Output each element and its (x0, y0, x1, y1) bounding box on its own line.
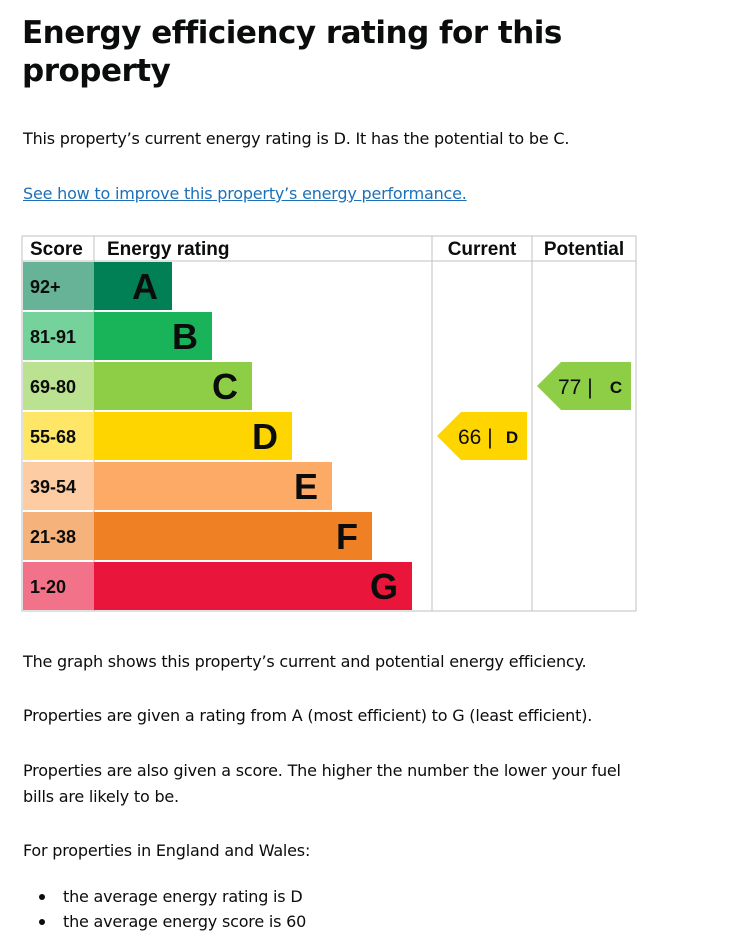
rating-description: Properties are given a rating from A (mo… (23, 706, 593, 725)
score-cell-a (23, 262, 94, 310)
potential-score-label: 77 | (558, 376, 593, 399)
rating-bar-d (94, 412, 292, 460)
energy-rating-chart: Score Energy rating Current Potential 92+ A 81… (21, 235, 637, 612)
score-label-c: 69-80 (30, 377, 76, 397)
rating-bar-c (94, 362, 252, 410)
score-cell-e (23, 462, 94, 510)
page-title: Energy efficiency rating for this proper… (22, 15, 562, 89)
current-rating-label: D (506, 428, 518, 447)
list-item: the average energy rating is D (23, 884, 306, 909)
header-potential: Potential (544, 239, 624, 260)
improve-performance-link[interactable]: See how to improve this property’s energ… (23, 184, 467, 203)
potential-arrow (537, 362, 631, 410)
score-label-g: 1-20 (30, 577, 66, 597)
rating-bar-a (94, 262, 172, 310)
score-description-line-2: bills are likely to be. (23, 787, 179, 806)
summary-text: This property’s current energy rating is… (23, 129, 570, 148)
header-current: Current (448, 239, 517, 260)
score-label-e: 39-54 (30, 477, 76, 497)
score-cell-g (23, 562, 94, 610)
rating-bar-f (94, 512, 372, 560)
score-label-b: 81-91 (30, 327, 76, 347)
score-label-a: 92+ (30, 277, 61, 297)
graph-description: The graph shows this property’s current … (23, 652, 587, 671)
header-energy-rating: Energy rating (107, 239, 229, 260)
potential-rating-label: C (610, 378, 622, 397)
rating-letter-g: G (370, 566, 398, 607)
rating-letter-f: F (336, 516, 358, 557)
rating-bar-e (94, 462, 332, 510)
rating-bar-g (94, 562, 412, 610)
rating-letter-a: A (132, 266, 158, 307)
average-list: the average energy rating is D the avera… (23, 884, 306, 934)
rating-letter-b: B (172, 316, 198, 357)
score-label-f: 21-38 (30, 527, 76, 547)
score-cell-f (23, 512, 94, 560)
rating-letter-e: E (294, 466, 318, 507)
score-label-d: 55-68 (30, 427, 76, 447)
rating-letter-d: D (252, 416, 278, 457)
score-cell-b (23, 312, 94, 360)
score-description-line-1: Properties are also given a score. The h… (23, 761, 621, 780)
current-score-label: 66 | (458, 426, 493, 449)
current-arrow (437, 412, 527, 460)
score-cell-d (23, 412, 94, 460)
rating-letter-c: C (212, 366, 238, 407)
region-description: For properties in England and Wales: (23, 841, 311, 860)
list-item: the average energy score is 60 (23, 909, 306, 934)
header-score: Score (30, 239, 83, 260)
score-cell-c (23, 362, 94, 410)
rating-bar-b (94, 312, 212, 360)
